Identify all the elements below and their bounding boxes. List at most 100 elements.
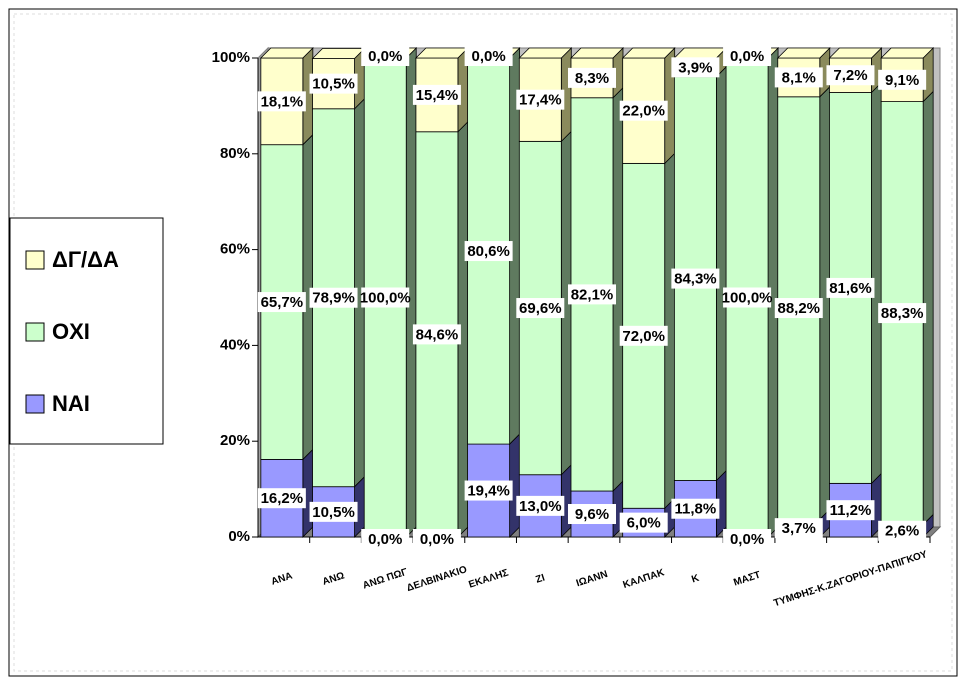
value-label: 17,4% xyxy=(519,92,562,109)
value-label-bg xyxy=(826,65,875,86)
value-label: 7,2% xyxy=(833,67,867,84)
value-label-group: 100,0% xyxy=(722,287,773,308)
value-label-bg xyxy=(878,69,927,90)
bar-top xyxy=(776,47,831,59)
value-label-group: 19,4% xyxy=(464,480,513,501)
value-label-group: 88,3% xyxy=(878,303,927,324)
value-label-group: 100,0% xyxy=(360,287,411,308)
value-label-bg xyxy=(826,277,875,298)
value-label: 10,5% xyxy=(312,504,355,521)
value-label-bg xyxy=(361,529,410,549)
value-label-bg xyxy=(516,89,565,110)
legend-label: ΟΧΙ xyxy=(52,319,90,344)
value-label: 72,0% xyxy=(622,328,665,345)
y-tick-label: 80% xyxy=(220,145,250,162)
value-label-bg xyxy=(464,46,513,66)
value-label: 9,6% xyxy=(575,506,609,523)
bar-top xyxy=(259,47,314,59)
value-label: 0,0% xyxy=(368,48,402,65)
value-label-group: 82,1% xyxy=(568,284,616,305)
value-label-bg xyxy=(309,287,358,308)
value-label: 9,1% xyxy=(885,72,919,89)
value-label: 6,0% xyxy=(627,515,661,532)
value-label-group: 0,0% xyxy=(412,529,461,549)
value-label-bg xyxy=(619,325,668,346)
value-label: 16,2% xyxy=(261,490,304,507)
value-label-bg xyxy=(568,284,616,305)
value-label-bg xyxy=(723,287,772,308)
value-label-bg xyxy=(257,488,306,509)
y-tick-label: 0% xyxy=(228,528,250,545)
value-label-bg xyxy=(671,57,720,78)
value-label-bg xyxy=(257,91,306,112)
y-tick-label: 60% xyxy=(220,241,250,258)
legend-swatch xyxy=(25,322,45,342)
value-label-group: 84,3% xyxy=(671,268,720,289)
value-label: 0,0% xyxy=(368,531,402,548)
value-label: 100,0% xyxy=(360,289,411,306)
value-label: 19,4% xyxy=(467,483,510,500)
value-label-group: 8,1% xyxy=(774,67,823,88)
value-label: 0,0% xyxy=(730,48,764,65)
value-label: 11,8% xyxy=(675,501,717,518)
value-label: 82,1% xyxy=(571,286,614,303)
value-label-group: 65,7% xyxy=(257,292,306,313)
value-label-bg xyxy=(619,100,668,121)
bar-top xyxy=(828,47,883,59)
value-label-group: 78,9% xyxy=(309,287,358,308)
value-label: 18,1% xyxy=(261,93,304,110)
value-label: 8,1% xyxy=(782,69,816,86)
bar-top xyxy=(518,47,573,59)
value-label: 80,6% xyxy=(467,243,510,260)
value-label-bg xyxy=(774,298,823,319)
value-label-group: 11,8% xyxy=(671,498,720,519)
value-label-bg xyxy=(723,46,772,66)
value-label-group: 22,0% xyxy=(619,100,668,121)
value-label-bg xyxy=(309,73,358,94)
value-label-bg xyxy=(723,529,772,549)
value-label-bg xyxy=(516,495,565,516)
value-label-group: 2,6% xyxy=(878,520,927,541)
value-label-bg xyxy=(257,292,306,313)
value-label-group: 11,2% xyxy=(826,500,875,521)
value-label-group: 81,6% xyxy=(826,277,875,298)
value-label-group: 9,6% xyxy=(568,504,616,525)
value-label-bg xyxy=(774,67,823,88)
y-tick-label: 100% xyxy=(212,49,250,66)
value-label-group: 16,2% xyxy=(257,488,306,509)
value-label-bg xyxy=(619,512,668,533)
value-label-bg xyxy=(774,518,823,539)
value-label-group: 0,0% xyxy=(361,529,410,549)
value-label-bg xyxy=(309,501,358,522)
value-label-bg xyxy=(878,303,927,324)
value-label-group: 8,3% xyxy=(568,67,616,88)
value-label-bg xyxy=(361,287,410,308)
value-label-group: 0,0% xyxy=(464,46,513,66)
y-tick-label: 40% xyxy=(220,336,250,353)
value-label: 88,3% xyxy=(881,305,924,322)
value-label-bg xyxy=(412,84,461,105)
value-label-bg xyxy=(464,241,513,262)
value-label: 65,7% xyxy=(261,294,304,311)
value-label-group: 72,0% xyxy=(619,325,668,346)
value-label: 88,2% xyxy=(777,300,820,317)
value-label-bg xyxy=(826,500,875,521)
value-label-bg xyxy=(516,298,565,319)
value-label-bg xyxy=(412,529,461,549)
value-label: 0,0% xyxy=(730,531,764,548)
value-label-group: 84,6% xyxy=(412,324,461,345)
value-label: 15,4% xyxy=(416,87,459,104)
value-label-group: 9,1% xyxy=(878,69,927,90)
value-label: 2,6% xyxy=(885,523,919,540)
value-label: 3,7% xyxy=(782,520,816,537)
value-label-bg xyxy=(464,480,513,501)
legend-label: ΔΓ/ΔΑ xyxy=(52,247,119,272)
value-label: 100,0% xyxy=(722,289,773,306)
value-label: 11,2% xyxy=(830,502,872,519)
value-label: 10,5% xyxy=(312,76,355,93)
value-label: 0,0% xyxy=(420,531,454,548)
frame-inner xyxy=(13,13,953,672)
value-label-group: 69,6% xyxy=(516,298,565,319)
value-label-group: 3,7% xyxy=(774,518,823,539)
